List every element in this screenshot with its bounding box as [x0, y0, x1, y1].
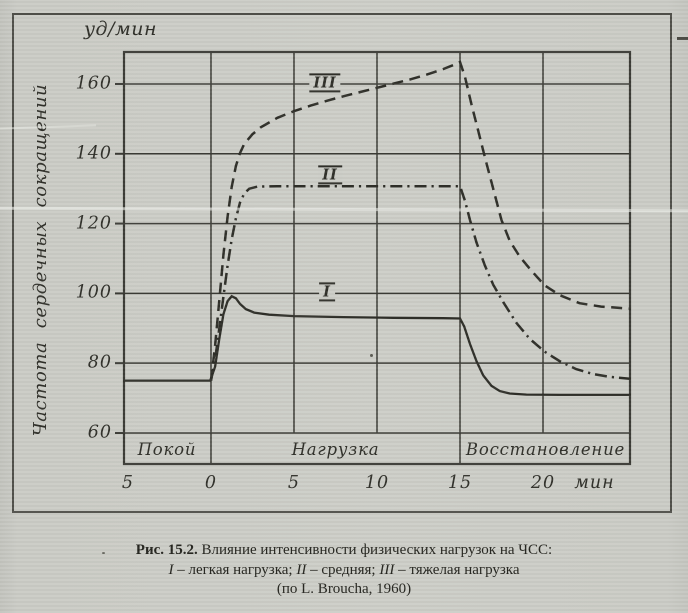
x-tick-label-10: 10: [364, 473, 390, 493]
caption-series-ref: III: [379, 561, 395, 578]
x-tick-label-20: 20: [530, 473, 556, 493]
x-axis-unit-label: мин: [574, 473, 615, 493]
figure-frame: [12, 13, 672, 513]
zone-label-Покой: Покой: [137, 440, 197, 459]
caption-text: Влияние интенсивности физических нагрузо…: [197, 542, 553, 558]
scan-speck-artifact: [102, 552, 105, 554]
series-label-III: III: [309, 73, 341, 93]
figure-caption: Рис. 15.2. Влияние интенсивности физичес…: [0, 541, 688, 600]
x-tick-label-5: 5: [287, 473, 301, 493]
y-tick-label-140: 140: [75, 143, 112, 164]
x-tick-label-15: 15: [447, 473, 473, 493]
y-tick-label-80: 80: [87, 352, 112, 373]
caption-text: – легкая нагрузка;: [173, 561, 297, 578]
caption-text: (по L. Broucha, 1960): [276, 581, 412, 597]
caption-text: – средняя;: [306, 561, 380, 578]
scan-speck-artifact: [370, 354, 373, 357]
chart-plot-area: [115, 50, 632, 466]
y-axis-title: Частота сердечных сокращений: [30, 83, 51, 437]
y-tick-label-120: 120: [75, 213, 112, 234]
caption-text: – тяжелая нагрузка: [394, 561, 520, 578]
x-tick-label-0: 0: [204, 473, 218, 493]
y-tick-label-160: 160: [75, 73, 112, 94]
caption-figure-number: Рис. 15.2.: [135, 542, 198, 558]
curve-III: [209, 60, 632, 381]
caption-line-1: Рис. 15.2. Влияние интенсивности физичес…: [0, 541, 688, 561]
caption-series-ref: II: [296, 561, 307, 578]
zone-label-Восстановление: Восстановление: [465, 440, 626, 459]
curve-II: [209, 184, 632, 381]
caption-series-ref: I: [168, 561, 174, 578]
caption-line-3: (по L. Broucha, 1960): [0, 580, 688, 600]
x-tick-label-5: 5: [121, 473, 135, 493]
scan-edge-mark-artifact: [677, 37, 688, 40]
caption-line-2: I – легкая нагрузка; II – средняя; III –…: [0, 561, 688, 581]
y-axis-unit-label: уд/мин: [84, 18, 157, 40]
y-tick-label-100: 100: [75, 282, 112, 303]
curve-I: [123, 294, 631, 397]
y-tick-label-60: 60: [87, 422, 112, 443]
plot-border: [122, 50, 632, 466]
series-label-II: II: [318, 165, 342, 185]
zone-label-Нагрузка: Нагрузка: [291, 440, 380, 459]
series-label-I: I: [319, 282, 335, 302]
